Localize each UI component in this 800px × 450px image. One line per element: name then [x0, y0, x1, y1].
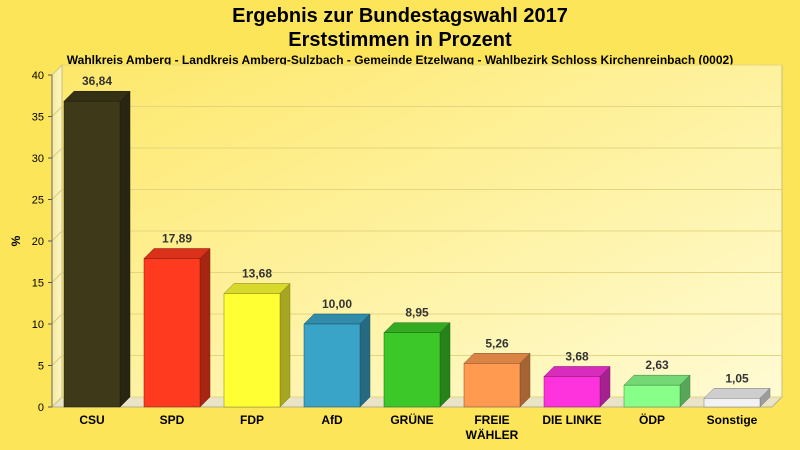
gridline-side: [51, 230, 63, 242]
bar-top: [463, 353, 531, 364]
y-tick-label: 15: [32, 278, 44, 290]
gridline-side: [51, 147, 63, 159]
bar-top: [383, 322, 451, 333]
bar-value-label: 3,68: [565, 349, 589, 363]
bar-side: [119, 90, 131, 408]
bar-top: [143, 248, 211, 259]
x-tick-label: ÖDP: [639, 412, 665, 427]
bar: [143, 258, 201, 408]
gridline-side: [51, 64, 63, 76]
x-tick-label: FDP: [240, 413, 264, 427]
bar-side: [199, 247, 211, 408]
bar-side: [359, 313, 371, 408]
y-tick-label: 35: [32, 112, 44, 124]
chart-title-block: Ergebnis zur Bundestagswahl 2017 Erststi…: [0, 4, 800, 52]
chart-title: Ergebnis zur Bundestagswahl 2017: [232, 5, 568, 27]
bar-top: [623, 374, 691, 386]
y-tick-label: 5: [38, 361, 44, 373]
y-tick-label: 40: [32, 70, 44, 82]
bar-value-label: 8,95: [405, 306, 429, 320]
bar-value-label: 36,84: [82, 74, 112, 88]
bar-top: [63, 90, 131, 102]
bar: [463, 363, 521, 408]
bar-side: [279, 282, 291, 408]
bar: [303, 323, 361, 408]
y-tick-label: 20: [32, 236, 44, 248]
bar-top: [223, 283, 291, 294]
x-tick-label: AfD: [321, 413, 343, 427]
gridline-side: [51, 313, 63, 325]
y-axis-label: %: [9, 235, 23, 246]
x-tick-label: CSU: [79, 413, 104, 427]
bar-value-label: 10,00: [322, 297, 352, 311]
x-tick-label-line2: WÄHLER: [466, 427, 519, 442]
bar: [383, 332, 441, 408]
gridline-side: [51, 189, 63, 200]
x-tick-label: Sonstige: [707, 413, 758, 427]
x-tick-label: DIE LINKE: [542, 413, 601, 427]
bar-value-label: 1,05: [725, 371, 749, 385]
bar-value-label: 17,89: [162, 232, 192, 246]
gridline-side: [51, 396, 63, 408]
x-tick-label: SPD: [160, 413, 185, 427]
bar: [623, 384, 681, 408]
bar-value-label: 13,68: [242, 266, 272, 280]
bar-value-label: 2,63: [645, 358, 669, 372]
bar: [543, 376, 601, 408]
y-tick-label: 30: [32, 153, 44, 165]
chart-title-2: Erststimmen in Prozent: [288, 29, 512, 51]
bar: [63, 100, 121, 408]
gridline-side: [51, 272, 63, 283]
bar-side: [439, 322, 451, 408]
y-tick-label: 25: [32, 195, 44, 207]
gridline-side: [51, 355, 63, 366]
bar-value-label: 5,26: [485, 336, 509, 350]
bar-top: [303, 313, 371, 325]
bar-top: [543, 366, 611, 377]
y-tick-label: 0: [38, 402, 44, 414]
bar: [223, 293, 281, 408]
bar: [703, 398, 761, 408]
y-tick-label: 10: [32, 319, 44, 331]
bar-top: [703, 388, 771, 399]
x-tick-label: GRÜNE: [390, 412, 433, 427]
x-tick-label: FREIE: [474, 413, 509, 427]
chart-subtitle: Wahlkreis Amberg - Landkreis Amberg-Sulz…: [66, 53, 734, 67]
gridline-side: [51, 106, 63, 117]
